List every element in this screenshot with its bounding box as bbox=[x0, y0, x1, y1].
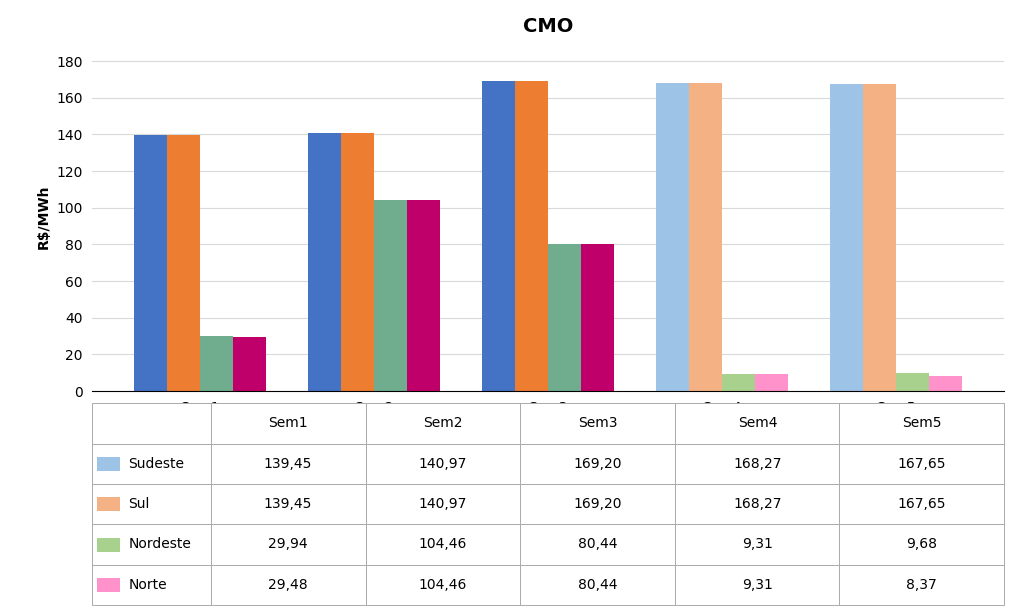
Bar bbox=[520, 565, 676, 605]
Bar bbox=[96, 457, 120, 471]
Text: 80,44: 80,44 bbox=[579, 578, 617, 591]
Title: CMO: CMO bbox=[522, 16, 573, 35]
Text: Sem4: Sem4 bbox=[737, 417, 777, 430]
Bar bbox=[366, 403, 520, 444]
Bar bbox=[896, 373, 929, 391]
Bar bbox=[211, 484, 366, 524]
Bar bbox=[676, 403, 840, 444]
Bar bbox=[211, 565, 366, 605]
Bar bbox=[863, 84, 896, 391]
Bar bbox=[92, 565, 211, 605]
Bar bbox=[92, 403, 211, 444]
Bar bbox=[92, 524, 211, 565]
Bar bbox=[515, 81, 548, 391]
Bar bbox=[722, 374, 755, 391]
Bar bbox=[676, 565, 840, 605]
Text: 168,27: 168,27 bbox=[733, 457, 781, 470]
Bar bbox=[366, 444, 520, 484]
Bar bbox=[211, 403, 366, 444]
Text: 104,46: 104,46 bbox=[419, 538, 467, 551]
Bar bbox=[929, 376, 963, 391]
Bar bbox=[689, 82, 722, 391]
Bar bbox=[92, 444, 211, 484]
Text: 139,45: 139,45 bbox=[264, 497, 312, 511]
Bar bbox=[481, 81, 515, 391]
Text: 140,97: 140,97 bbox=[419, 497, 467, 511]
Text: 8,37: 8,37 bbox=[906, 578, 937, 591]
Bar bbox=[548, 244, 581, 391]
Bar bbox=[407, 200, 440, 391]
Y-axis label: R$/MWh: R$/MWh bbox=[37, 185, 50, 249]
Bar bbox=[366, 565, 520, 605]
Text: 168,27: 168,27 bbox=[733, 497, 781, 511]
Text: 140,97: 140,97 bbox=[419, 457, 467, 470]
Text: 29,48: 29,48 bbox=[268, 578, 308, 591]
Bar bbox=[366, 484, 520, 524]
Text: Sem3: Sem3 bbox=[579, 417, 617, 430]
Bar bbox=[755, 374, 788, 391]
Text: 169,20: 169,20 bbox=[573, 457, 623, 470]
Bar bbox=[840, 565, 1004, 605]
Bar bbox=[374, 200, 407, 391]
Text: Sem1: Sem1 bbox=[268, 417, 308, 430]
Text: Sul: Sul bbox=[129, 497, 150, 511]
Bar bbox=[211, 444, 366, 484]
Text: Nordeste: Nordeste bbox=[129, 538, 191, 551]
Bar bbox=[676, 524, 840, 565]
Bar bbox=[133, 136, 167, 391]
Bar bbox=[520, 444, 676, 484]
Bar bbox=[581, 244, 614, 391]
Text: 167,65: 167,65 bbox=[897, 497, 946, 511]
Bar bbox=[520, 484, 676, 524]
Bar bbox=[829, 84, 863, 391]
Text: 80,44: 80,44 bbox=[579, 538, 617, 551]
Text: 167,65: 167,65 bbox=[897, 457, 946, 470]
Bar bbox=[167, 136, 200, 391]
Text: 169,20: 169,20 bbox=[573, 497, 623, 511]
Bar bbox=[341, 133, 374, 391]
Bar bbox=[676, 444, 840, 484]
Bar bbox=[655, 82, 689, 391]
Text: 139,45: 139,45 bbox=[264, 457, 312, 470]
Bar bbox=[840, 444, 1004, 484]
Bar bbox=[200, 336, 232, 391]
Bar bbox=[520, 524, 676, 565]
Text: 29,94: 29,94 bbox=[268, 538, 308, 551]
Bar bbox=[211, 524, 366, 565]
Text: 9,31: 9,31 bbox=[742, 578, 773, 591]
Bar bbox=[96, 497, 120, 511]
Bar bbox=[232, 337, 266, 391]
Bar bbox=[366, 524, 520, 565]
Bar bbox=[307, 133, 341, 391]
Bar bbox=[520, 403, 676, 444]
Bar bbox=[96, 538, 120, 552]
Text: 104,46: 104,46 bbox=[419, 578, 467, 591]
Text: Sudeste: Sudeste bbox=[129, 457, 184, 470]
Text: 9,68: 9,68 bbox=[906, 538, 937, 551]
Bar bbox=[92, 484, 211, 524]
Text: 9,31: 9,31 bbox=[742, 538, 773, 551]
Bar bbox=[840, 403, 1004, 444]
Bar bbox=[840, 484, 1004, 524]
Text: Sem2: Sem2 bbox=[423, 417, 463, 430]
Bar bbox=[840, 524, 1004, 565]
Bar bbox=[96, 578, 120, 592]
Text: Sem5: Sem5 bbox=[902, 417, 941, 430]
Bar bbox=[676, 484, 840, 524]
Text: Norte: Norte bbox=[129, 578, 167, 591]
